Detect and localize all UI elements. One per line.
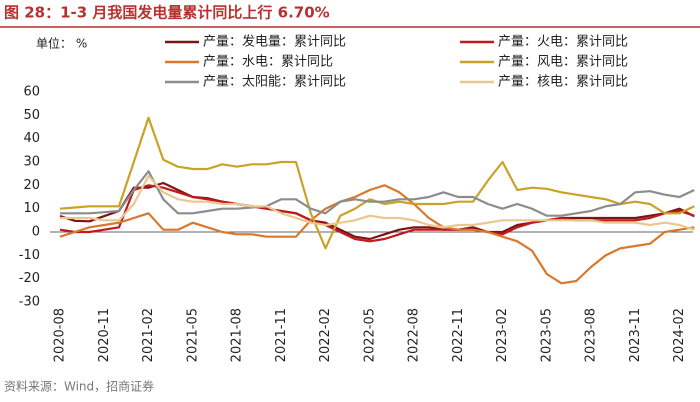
- x-tick-label: 2021-02: [141, 308, 156, 362]
- x-tick-label: 2021-05: [185, 308, 200, 362]
- y-tick-label: 50: [23, 108, 40, 123]
- y-tick-label: 10: [23, 201, 40, 216]
- y-tick-label: -10: [19, 248, 40, 263]
- x-tick-label: 2023-02: [495, 308, 510, 362]
- y-tick-label: 20: [23, 178, 40, 193]
- legend-label: 产量：风电：累计同比: [498, 55, 628, 70]
- y-tick-label: 30: [23, 155, 40, 170]
- chart-title: 图 28：1-3 月我国发电量累计同比上行 6.70%: [4, 4, 330, 22]
- legend-label: 产量：水电：累计同比: [203, 55, 333, 70]
- series-line: [59, 181, 695, 241]
- x-tick-label: 2021-08: [230, 308, 245, 362]
- source: 资料来源：Wind，招商证券: [4, 379, 154, 394]
- x-tick-label: 2022-05: [362, 308, 377, 362]
- x-tick-label: 2021-11: [274, 308, 289, 362]
- x-tick-label: 2023-08: [584, 308, 599, 362]
- series-line: [60, 170, 695, 217]
- legend-label: 产量：太阳能：累计同比: [203, 75, 346, 90]
- y-tick-label: -30: [19, 295, 40, 310]
- x-tick-label: 2024-02: [672, 308, 687, 362]
- x-tick-label: 2020-08: [53, 308, 68, 362]
- legend-label: 产量：核电：累计同比: [498, 75, 628, 90]
- x-tick-label: 2020-11: [97, 308, 112, 362]
- y-tick-label: 60: [23, 85, 40, 100]
- x-tick-label: 2022-08: [407, 308, 422, 362]
- y-tick-label: 0: [32, 225, 40, 240]
- series-line: [60, 174, 695, 231]
- x-tick-label: 2022-02: [318, 308, 333, 362]
- legend-label: 产量：发电量：累计同比: [203, 34, 346, 50]
- x-tick-label: 2022-11: [451, 308, 466, 362]
- x-tick-label: 2023-05: [539, 308, 554, 362]
- y-tick-label: 40: [23, 131, 40, 146]
- legend-label: 产量：火电：累计同比: [498, 35, 628, 50]
- series-line: [59, 184, 695, 285]
- y-tick-label: -20: [19, 271, 40, 286]
- x-tick-label: 2023-11: [628, 308, 643, 362]
- unit-label: 单位： %: [36, 36, 87, 51]
- series-line: [59, 184, 695, 243]
